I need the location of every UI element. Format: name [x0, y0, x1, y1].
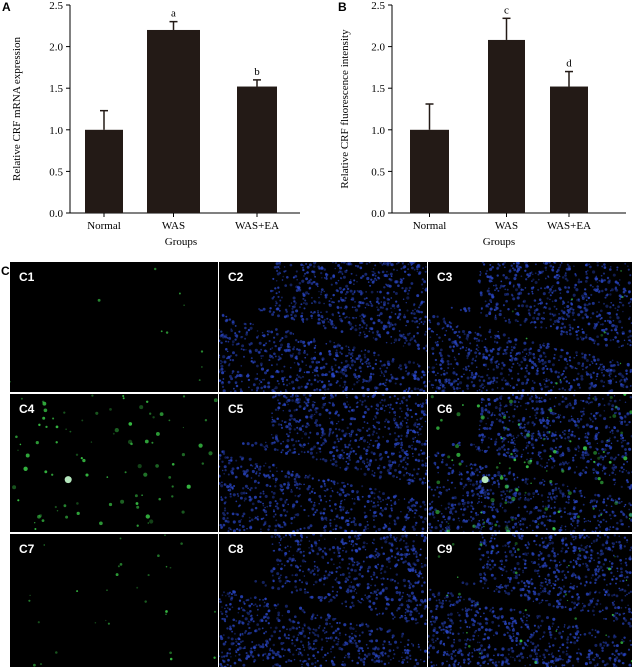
y-tick-label-a: 1.0 [49, 125, 63, 137]
bar-b-2 [550, 86, 588, 213]
x-tick-label-a-1: WAS [162, 220, 185, 232]
y-tick-label-b: 1.5 [371, 83, 385, 95]
micrograph-label: C5 [228, 402, 244, 416]
bar-chart-b: 0.0 0.5 1.0 1.5 2.0 2.5 Relative CRF fluoresce… [339, 0, 626, 248]
y-tick-label-a: 2.0 [49, 42, 63, 54]
micrograph-label: C6 [437, 402, 453, 416]
micrograph-label: C7 [19, 542, 35, 556]
micrograph-c6: C6 [428, 394, 632, 532]
x-tick-label-b-1: WAS [495, 220, 518, 232]
micrograph-label: C4 [19, 402, 35, 416]
micrograph-c3: C3 [428, 262, 632, 392]
y-tick-label-b: 2.0 [371, 42, 385, 54]
x-tick-label-b-2: WAS+EA [547, 220, 591, 232]
significance-label-a-2: b [254, 66, 260, 78]
micrograph-c5: C5 [219, 394, 427, 532]
micrograph-image-c2 [219, 262, 427, 392]
micrograph-image-c3 [428, 262, 632, 392]
micrograph-image-c4 [12, 394, 218, 531]
y-axis-label-a: Relative CRF mRNA expression [11, 37, 23, 181]
micrograph-label: C2 [228, 270, 244, 284]
panel-letter-b: B [338, 0, 347, 14]
y-tick-label-b: 0.5 [371, 166, 385, 178]
significance-label-a-1: a [171, 8, 176, 20]
micrograph-image-c6 [428, 394, 632, 532]
panel-letter-a: A [2, 0, 11, 14]
y-tick-label-a: 1.5 [49, 83, 63, 95]
micrograph-label: C9 [437, 542, 453, 556]
micrograph-image-c1 [10, 267, 204, 383]
micrograph-c9: C9 [428, 534, 632, 667]
panel-letter-c: C [1, 264, 10, 278]
y-tick-label-b: 2.5 [371, 0, 385, 12]
x-axis-label-a: Groups [165, 236, 197, 248]
x-tick-label-a-0: Normal [87, 220, 121, 232]
micrograph-c1: C1 [10, 262, 218, 392]
micrograph-c8: C8 [219, 534, 427, 667]
y-tick-label-a: 0.0 [49, 208, 63, 220]
y-tick-label-a: 0.5 [49, 166, 63, 178]
micrograph-label: C1 [19, 270, 35, 284]
micrograph-label: C3 [437, 270, 453, 284]
micrograph-c4: C4 [10, 394, 218, 532]
micrograph-image-c8 [219, 534, 427, 667]
y-axis-label-b: Relative CRF fluorescence intensity [339, 29, 351, 189]
significance-label-b-2: d [566, 58, 572, 70]
bar-b-1 [488, 39, 525, 213]
bar-a-0 [85, 129, 123, 213]
x-axis-label-b: Groups [483, 236, 515, 248]
significance-label-b-1: c [504, 4, 509, 16]
bar-a-2 [237, 86, 277, 213]
x-tick-label-b-0: Normal [413, 220, 447, 232]
y-tick-label-a: 2.5 [49, 0, 63, 12]
micrograph-image-c7 [28, 534, 217, 667]
micrograph-grid: C1 C2 C3 C4 C5 C6 C7 C8 C9 [10, 262, 632, 667]
micrograph-c7: C7 [10, 534, 218, 667]
bar-chart-a: 0.0 0.5 1.0 1.5 2.0 2.5 Relative CRF mRNA expr… [11, 0, 300, 248]
x-tick-label-a-2: WAS+EA [235, 220, 279, 232]
micrograph-label: C8 [228, 542, 244, 556]
bar-a-1 [147, 29, 200, 214]
y-tick-label-b: 1.0 [371, 125, 385, 137]
micrograph-c2: C2 [219, 262, 427, 392]
y-tick-label-b: 0.0 [371, 208, 385, 220]
micrograph-image-c5 [219, 394, 427, 532]
bar-b-0 [410, 129, 449, 213]
micrograph-image-c9 [428, 534, 632, 667]
